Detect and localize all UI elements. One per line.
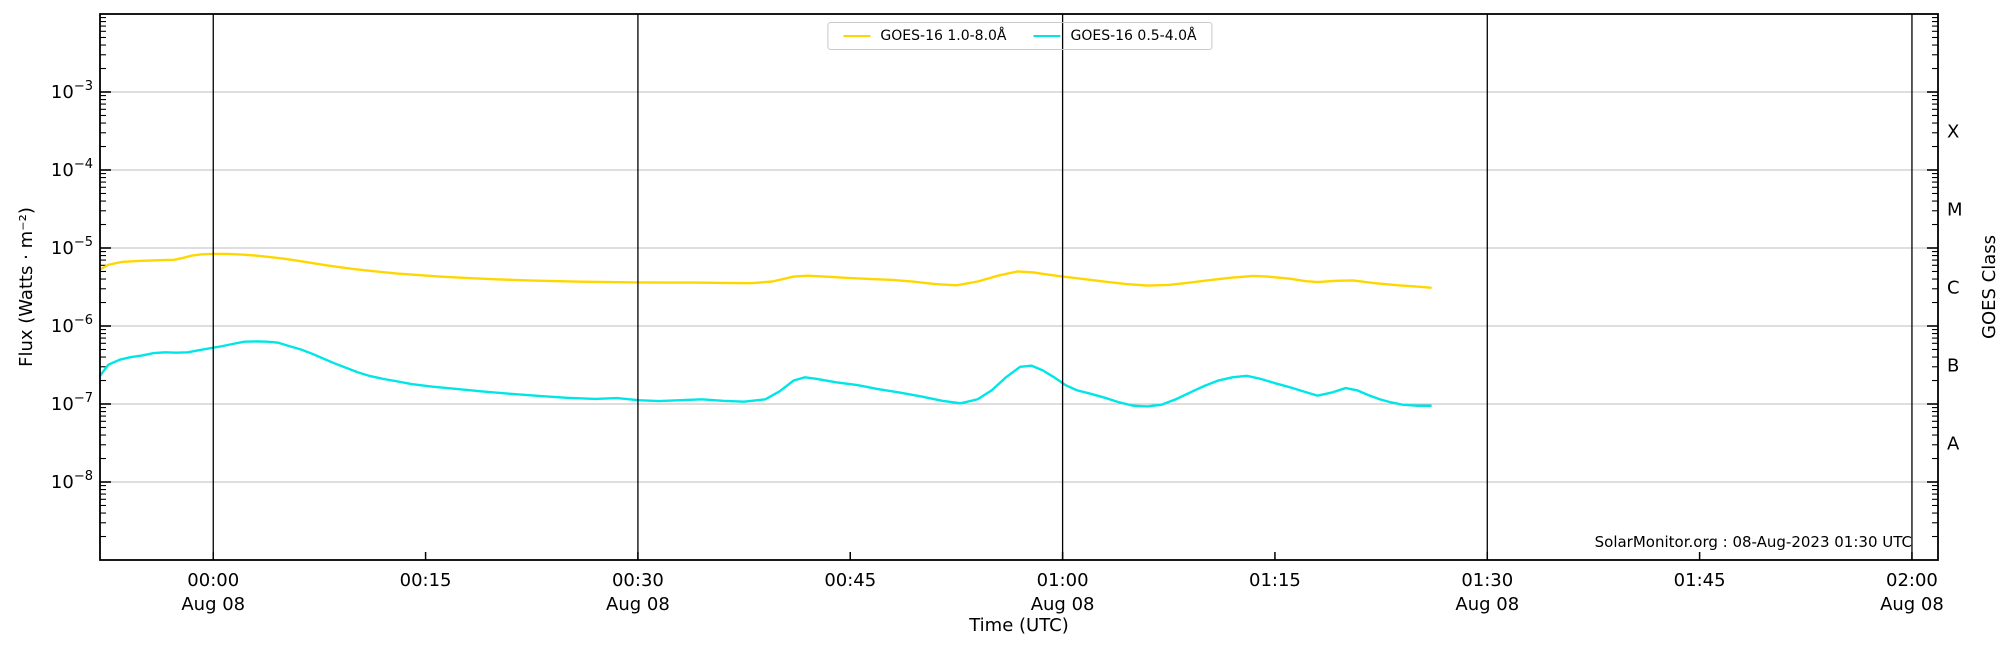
x-tick-day-label: Aug 08 <box>181 594 245 615</box>
x-tick-label: 00:15 <box>400 570 452 591</box>
watermark-text: SolarMonitor.org : 08-Aug-2023 01:30 UTC <box>1594 533 1912 551</box>
y-tick-label: 10−8 <box>51 469 93 493</box>
x-tick-day-label: Aug 08 <box>1455 594 1519 615</box>
legend-line-swatch <box>1033 34 1061 38</box>
y-tick-label: 10−5 <box>51 235 93 259</box>
x-tick-label: 01:45 <box>1674 570 1726 591</box>
legend-line-swatch <box>843 34 871 38</box>
legend-label: GOES-16 1.0-8.0Å <box>880 28 1007 44</box>
x-tick-day-label: Aug 08 <box>606 594 670 615</box>
goes-class-letter: C <box>1947 278 1960 299</box>
y-axis-label: Flux (Watts · m⁻²) <box>16 207 37 367</box>
legend-entry: GOES-16 0.5-4.0Å <box>1033 28 1197 44</box>
y-tick-label: 10−6 <box>51 313 93 337</box>
goes-class-letter: A <box>1947 434 1960 455</box>
x-tick-label: 00:00 <box>187 570 239 591</box>
x-tick-label: 02:00 <box>1886 570 1938 591</box>
plot-frame <box>99 13 1939 561</box>
x-tick-label: 01:15 <box>1249 570 1301 591</box>
x-tick-label: 01:00 <box>1037 570 1089 591</box>
x-axis-label: Time (UTC) <box>969 615 1069 636</box>
y-tick-label: 10−7 <box>51 391 93 415</box>
legend-label: GOES-16 0.5-4.0Å <box>1070 28 1197 44</box>
x-tick-label: 00:45 <box>824 570 876 591</box>
series-line-short-channel <box>98 340 1432 408</box>
goes-class-letter: X <box>1947 122 1959 143</box>
y-tick-label: 10−4 <box>51 157 93 181</box>
x-tick-label: 01:30 <box>1461 570 1513 591</box>
goes-class-letter: M <box>1947 200 1963 221</box>
legend-entry: GOES-16 1.0-8.0Å <box>843 28 1007 44</box>
series-line-long-channel <box>98 252 1432 289</box>
x-tick-label: 00:30 <box>612 570 664 591</box>
x-tick-day-label: Aug 08 <box>1880 594 1944 615</box>
goes-class-axis-label: GOES Class <box>1979 235 2000 339</box>
goes-class-letter: B <box>1947 356 1959 377</box>
legend-box: GOES-16 1.0-8.0Å GOES-16 0.5-4.0Å <box>827 22 1213 50</box>
y-tick-label: 10−3 <box>51 79 93 103</box>
x-tick-day-label: Aug 08 <box>1031 594 1095 615</box>
